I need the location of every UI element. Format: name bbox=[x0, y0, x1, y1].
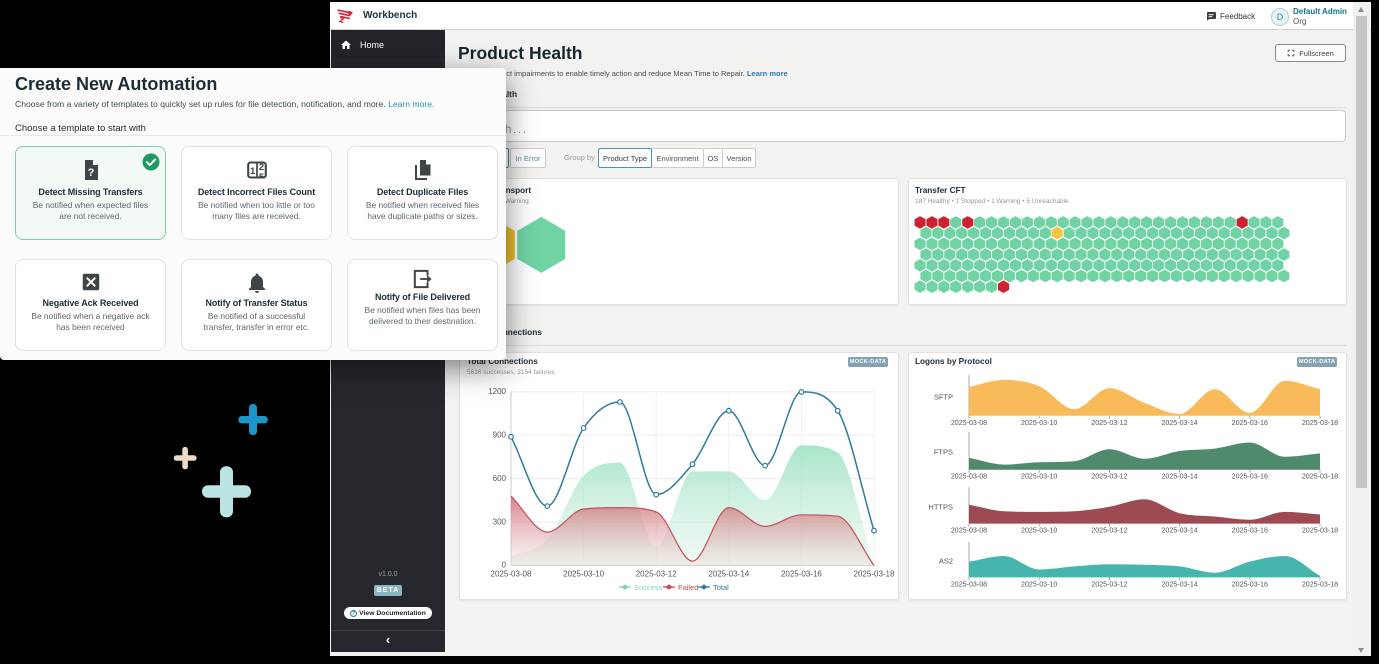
svg-text:2025-03-12: 2025-03-12 bbox=[1091, 580, 1127, 588]
svg-text:2025-03-10: 2025-03-10 bbox=[1021, 580, 1057, 588]
svg-text:2025-03-16: 2025-03-16 bbox=[781, 569, 822, 578]
svg-text:2: 2 bbox=[258, 162, 263, 173]
svg-text:2025-03-16: 2025-03-16 bbox=[1232, 580, 1268, 588]
svg-text:2025-03-10: 2025-03-10 bbox=[1021, 473, 1057, 481]
svg-text:1: 1 bbox=[249, 166, 255, 177]
svg-text:300: 300 bbox=[493, 517, 507, 526]
svg-text:AS2: AS2 bbox=[939, 557, 953, 566]
svg-text:2025-03-08: 2025-03-08 bbox=[951, 473, 987, 481]
svg-text:5: 5 bbox=[258, 172, 264, 182]
svg-text:2025-03-14: 2025-03-14 bbox=[1161, 473, 1197, 481]
svg-text:2025-03-12: 2025-03-12 bbox=[1091, 527, 1127, 535]
svg-text:2025-03-14: 2025-03-14 bbox=[708, 569, 749, 578]
svg-text:2025-03-12: 2025-03-12 bbox=[636, 569, 677, 578]
svg-text:Total: Total bbox=[713, 583, 729, 592]
svg-text:2025-03-18: 2025-03-18 bbox=[1302, 419, 1338, 427]
svg-text:2025-03-16: 2025-03-16 bbox=[1232, 419, 1268, 427]
svg-text:2025-03-16: 2025-03-16 bbox=[1232, 527, 1268, 535]
svg-text:2025-03-14: 2025-03-14 bbox=[1161, 419, 1197, 427]
svg-text:2025-03-18: 2025-03-18 bbox=[854, 569, 895, 578]
svg-text:2025-03-18: 2025-03-18 bbox=[1302, 580, 1338, 588]
svg-text:900: 900 bbox=[493, 431, 507, 440]
svg-text:2025-03-10: 2025-03-10 bbox=[1021, 419, 1057, 427]
svg-text:HTTPS: HTTPS bbox=[928, 502, 953, 511]
svg-text:2025-03-08: 2025-03-08 bbox=[491, 569, 532, 578]
svg-text:Success: Success bbox=[634, 583, 663, 592]
svg-text:2025-03-14: 2025-03-14 bbox=[1161, 580, 1197, 588]
svg-text:0: 0 bbox=[502, 561, 507, 570]
svg-text:2025-03-08: 2025-03-08 bbox=[951, 580, 987, 588]
svg-text:2025-03-10: 2025-03-10 bbox=[563, 569, 604, 578]
svg-text:2025-03-08: 2025-03-08 bbox=[951, 527, 987, 535]
svg-text:2025-03-12: 2025-03-12 bbox=[1091, 419, 1127, 427]
svg-text:Failed: Failed bbox=[678, 583, 698, 592]
svg-text:SFTP: SFTP bbox=[934, 392, 953, 401]
svg-text:2025-03-18: 2025-03-18 bbox=[1302, 473, 1338, 481]
svg-text:2025-03-12: 2025-03-12 bbox=[1091, 473, 1127, 481]
svg-text:2025-03-16: 2025-03-16 bbox=[1232, 473, 1268, 481]
svg-text:?: ? bbox=[87, 167, 94, 179]
svg-text:2025-03-08: 2025-03-08 bbox=[951, 419, 987, 427]
svg-text:2025-03-14: 2025-03-14 bbox=[1161, 527, 1197, 535]
svg-text:1200: 1200 bbox=[488, 387, 506, 396]
svg-text:2025-03-10: 2025-03-10 bbox=[1021, 527, 1057, 535]
svg-text:2025-03-18: 2025-03-18 bbox=[1302, 527, 1338, 535]
svg-text:FTPS: FTPS bbox=[934, 448, 953, 457]
svg-text:600: 600 bbox=[493, 474, 507, 483]
